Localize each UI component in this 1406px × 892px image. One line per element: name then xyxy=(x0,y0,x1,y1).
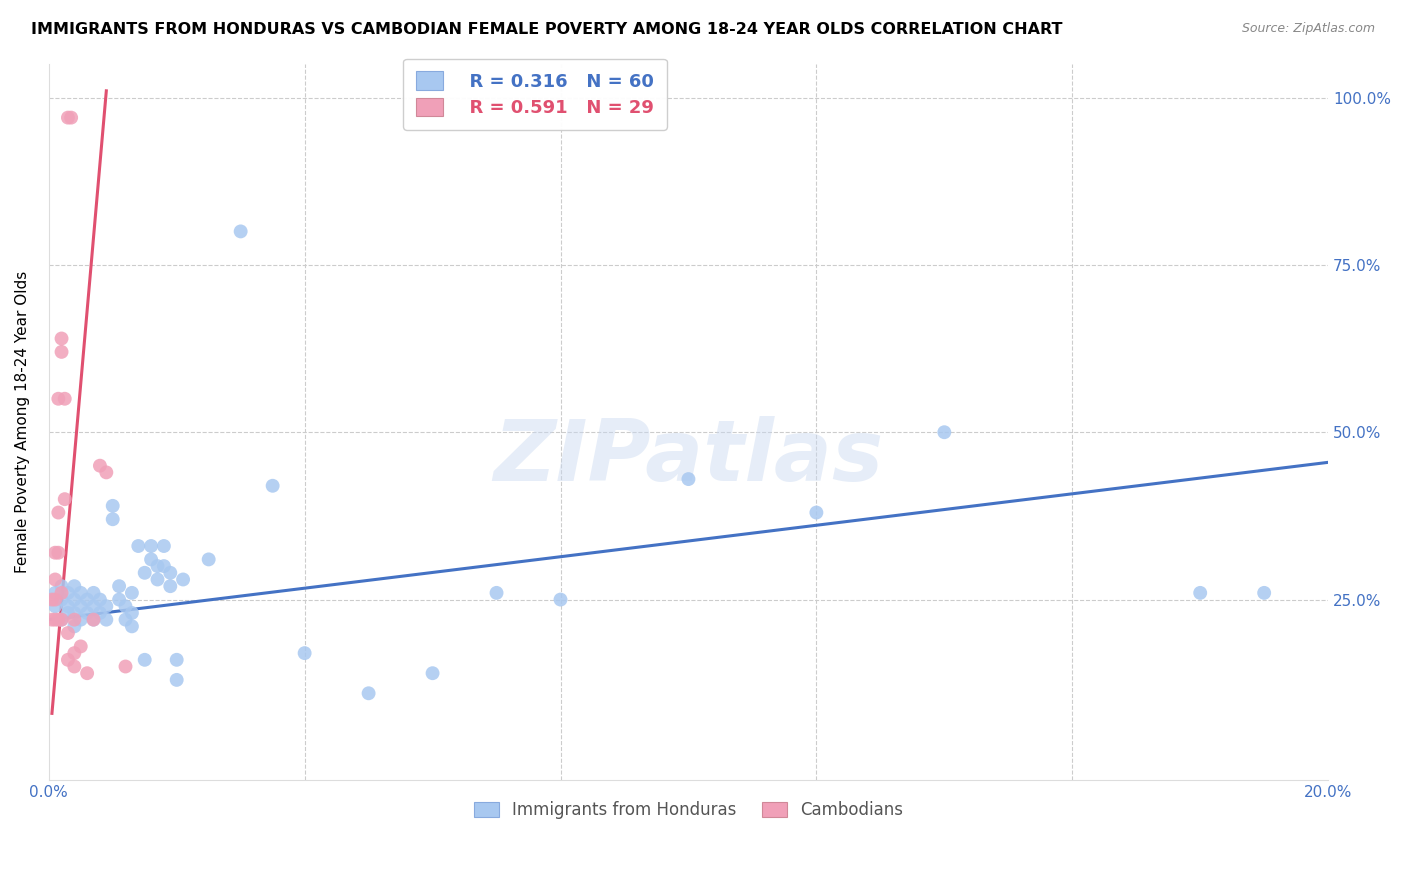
Point xyxy=(63,619,86,633)
Point xyxy=(134,653,156,667)
Point xyxy=(69,640,91,654)
Point xyxy=(121,586,143,600)
Point xyxy=(53,392,76,406)
Point xyxy=(44,586,66,600)
Point xyxy=(294,646,316,660)
Point xyxy=(83,613,105,627)
Point xyxy=(63,659,86,673)
Point xyxy=(114,613,136,627)
Point xyxy=(357,686,380,700)
Point xyxy=(197,552,219,566)
Point xyxy=(108,579,131,593)
Point xyxy=(934,425,956,440)
Point xyxy=(172,573,194,587)
Point xyxy=(56,111,79,125)
Point xyxy=(422,666,444,681)
Point xyxy=(166,653,188,667)
Point xyxy=(96,466,118,480)
Point xyxy=(1253,586,1275,600)
Point xyxy=(153,539,176,553)
Point xyxy=(69,586,91,600)
Point xyxy=(63,579,86,593)
Point xyxy=(46,506,69,520)
Point xyxy=(41,592,63,607)
Point xyxy=(101,499,124,513)
Point xyxy=(44,613,66,627)
Point xyxy=(146,559,169,574)
Point xyxy=(69,613,91,627)
Point xyxy=(89,592,111,607)
Point xyxy=(76,666,98,681)
Point xyxy=(229,224,252,238)
Point xyxy=(76,592,98,607)
Point xyxy=(56,626,79,640)
Point xyxy=(678,472,700,486)
Point xyxy=(63,646,86,660)
Point xyxy=(153,559,176,574)
Point xyxy=(96,613,118,627)
Point xyxy=(56,599,79,614)
Point xyxy=(51,331,73,345)
Text: Source: ZipAtlas.com: Source: ZipAtlas.com xyxy=(1241,22,1375,36)
Point xyxy=(121,619,143,633)
Point xyxy=(46,613,69,627)
Point xyxy=(139,552,162,566)
Point xyxy=(127,539,149,553)
Point xyxy=(44,592,66,607)
Point xyxy=(262,479,284,493)
Point xyxy=(1189,586,1212,600)
Point xyxy=(114,599,136,614)
Legend: Immigrants from Honduras, Cambodians: Immigrants from Honduras, Cambodians xyxy=(467,795,910,826)
Text: ZIPatlas: ZIPatlas xyxy=(494,417,883,500)
Point xyxy=(83,599,105,614)
Point xyxy=(76,606,98,620)
Point xyxy=(41,613,63,627)
Point xyxy=(60,111,83,125)
Point xyxy=(806,506,828,520)
Point xyxy=(83,586,105,600)
Point xyxy=(53,492,76,507)
Point xyxy=(134,566,156,580)
Point xyxy=(146,573,169,587)
Point xyxy=(56,606,79,620)
Point xyxy=(139,539,162,553)
Point xyxy=(51,586,73,600)
Point xyxy=(89,458,111,473)
Point xyxy=(44,573,66,587)
Point xyxy=(51,613,73,627)
Point xyxy=(89,606,111,620)
Point xyxy=(96,599,118,614)
Point xyxy=(46,546,69,560)
Point xyxy=(101,512,124,526)
Point xyxy=(44,546,66,560)
Point xyxy=(550,592,572,607)
Point xyxy=(166,673,188,687)
Point xyxy=(159,566,181,580)
Point xyxy=(114,659,136,673)
Point xyxy=(51,592,73,607)
Point xyxy=(46,392,69,406)
Point xyxy=(159,579,181,593)
Point xyxy=(63,606,86,620)
Point xyxy=(83,613,105,627)
Point xyxy=(121,606,143,620)
Point xyxy=(51,613,73,627)
Point xyxy=(56,586,79,600)
Text: IMMIGRANTS FROM HONDURAS VS CAMBODIAN FEMALE POVERTY AMONG 18-24 YEAR OLDS CORRE: IMMIGRANTS FROM HONDURAS VS CAMBODIAN FE… xyxy=(31,22,1063,37)
Point xyxy=(108,592,131,607)
Y-axis label: Female Poverty Among 18-24 Year Olds: Female Poverty Among 18-24 Year Olds xyxy=(15,271,30,574)
Point xyxy=(56,653,79,667)
Point xyxy=(51,345,73,359)
Point xyxy=(51,579,73,593)
Point xyxy=(63,613,86,627)
Point xyxy=(485,586,508,600)
Point xyxy=(69,599,91,614)
Point xyxy=(44,599,66,614)
Point xyxy=(63,592,86,607)
